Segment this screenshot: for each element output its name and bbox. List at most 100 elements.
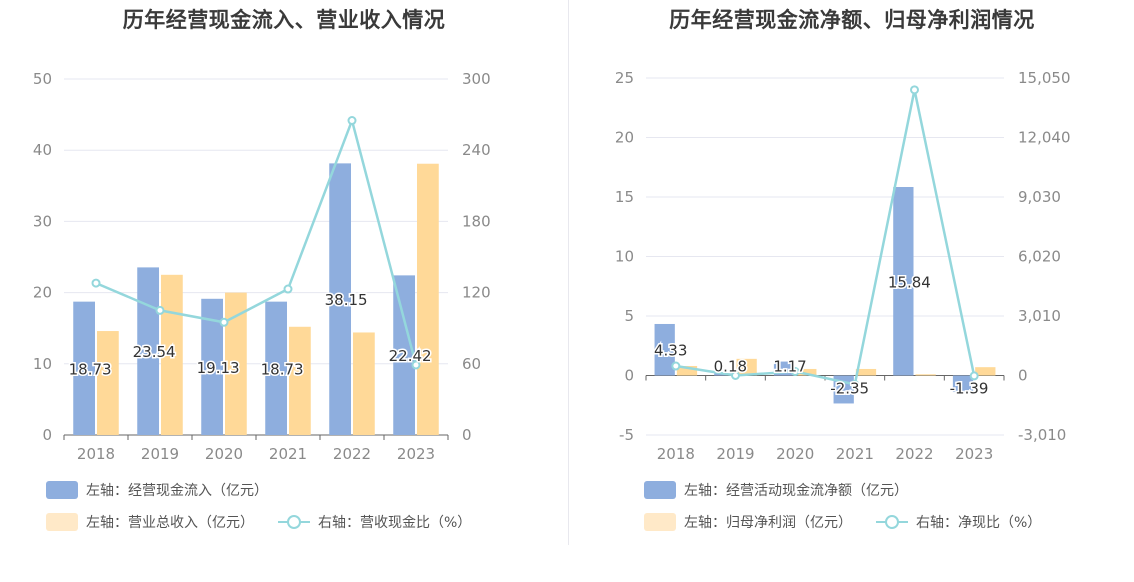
bar-series-a (329, 163, 351, 435)
legend-swatch (46, 513, 78, 531)
bar-series-b (736, 358, 757, 376)
line-series (675, 89, 976, 386)
line-point (969, 371, 979, 381)
bar-series-b (975, 367, 996, 376)
x-tick-label: 2019 (141, 445, 179, 463)
bar-series-b (289, 326, 311, 435)
legend-item-net-cashflow[interactable]: 左轴：经营活动现金流净额（亿元） (644, 480, 908, 500)
bar-series-a (137, 267, 159, 435)
chart-svg: -5 0 5 10 15 20 25 -3,010 0 3,010 6,020 9,030 12,040… (615, 69, 1071, 463)
y-tick-label-left: 50 (33, 70, 52, 88)
line-point (219, 317, 229, 327)
y-tick-label-left: 10 (33, 355, 52, 373)
y-tick-label-left: 40 (33, 141, 52, 159)
y-tick-label-left: 25 (615, 69, 634, 87)
chart-title: 历年经营现金流净额、归母净利润情况 (669, 8, 1035, 32)
legend-item-net-cash-ratio[interactable]: 右轴：净现比（%） (876, 512, 1041, 532)
bar-series-a (893, 187, 914, 376)
x-tick-label: 2022 (895, 445, 933, 463)
y-tick-label-right: 9,030 (1018, 188, 1061, 206)
line-point (347, 116, 357, 126)
y-tick-label-left: 30 (33, 212, 52, 230)
y-tick-label-right: 0 (462, 426, 472, 444)
bar-series-a (73, 301, 95, 435)
line-point (671, 361, 681, 371)
y-tick-label-right: 300 (462, 70, 491, 88)
bar-series-a (201, 298, 223, 435)
x-tick-label: 2023 (955, 445, 993, 463)
legend-row-1: 左轴：经营活动现金流净额（亿元） (644, 480, 932, 500)
data-label: 22.42 (389, 347, 432, 365)
y-tick-label-right: 120 (462, 284, 491, 302)
x-tick-label: 2020 (776, 445, 814, 463)
y-tick-label-right: 12,040 (1018, 129, 1071, 147)
x-tick-label: 2018 (657, 445, 695, 463)
x-tick-label: 2021 (269, 445, 307, 463)
legend-label: 左轴：经营活动现金流净额（亿元） (684, 483, 908, 499)
data-label: 15.84 (888, 273, 931, 291)
x-tick-label: 2023 (397, 445, 435, 463)
line-point (155, 305, 165, 315)
y-tick-label-right: 6,020 (1018, 248, 1061, 266)
legend-label: 左轴：归母净利润（亿元） (684, 515, 852, 531)
chart-title: 历年经营现金流入、营业收入情况 (122, 8, 446, 32)
x-tick-label: 2018 (77, 445, 115, 463)
data-label: 18.73 (69, 360, 112, 378)
bar-series-b (97, 331, 119, 435)
data-label: 4.33 (654, 342, 687, 360)
line-point (283, 284, 293, 294)
legend-line-swatch (278, 513, 310, 531)
line-point (411, 360, 421, 370)
y-tick-label-right: 3,010 (1018, 307, 1061, 325)
legend-label: 右轴：净现比（%） (916, 515, 1042, 531)
line-point (91, 278, 101, 288)
line-point (850, 379, 860, 389)
bar-series-a (393, 275, 415, 435)
bar-series-b (796, 368, 817, 376)
y-tick-label-right: -3,010 (1018, 426, 1066, 444)
y-tick-label-left: 0 (624, 367, 634, 385)
legend-label: 右轴：营收现金比（%） (318, 515, 472, 531)
data-label: -2.35 (830, 380, 869, 398)
legend-swatch (46, 481, 78, 499)
bar-series-b (915, 374, 936, 376)
y-tick-label-left: 20 (33, 284, 52, 302)
data-label: 1.17 (773, 358, 806, 376)
y-tick-label-left: 15 (615, 188, 634, 206)
legend-item-revenue[interactable]: 左轴：营业总收入（亿元） (46, 512, 254, 532)
line-point (731, 371, 740, 380)
y-tick-label-right: 15,050 (1018, 69, 1071, 87)
chart-svg: 0 10 20 30 40 50 0 60 120 180 240 300 2018 2019 2020 20… (33, 70, 491, 463)
data-label: 0.18 (714, 358, 747, 376)
legend-item-cash-ratio[interactable]: 右轴：营收现金比（%） (278, 512, 471, 532)
data-label: 38.15 (325, 291, 368, 309)
bar-series-a (265, 301, 287, 435)
x-tick-label: 2022 (333, 445, 371, 463)
legend-swatch (644, 513, 676, 531)
line-point (910, 85, 919, 95)
data-label: 23.54 (133, 343, 176, 361)
y-tick-label-right: 60 (462, 355, 481, 373)
bar-series-b (676, 365, 698, 376)
y-tick-label-left: -5 (619, 426, 634, 444)
legend-row-2: 左轴：归母净利润（亿元） 右轴：净现比（%） (644, 512, 1065, 532)
legend-line-swatch (876, 513, 908, 531)
y-tick-label-right: 240 (462, 141, 491, 159)
chart-panel-cash-inflow: 历年经营现金流入、营业收入情况 0 10 20 30 40 50 0 60 120 180 240 3… (33, 8, 495, 532)
y-tick-label-right: 180 (462, 212, 491, 230)
y-tick-label-left: 10 (615, 248, 634, 266)
legend-item-net-profit[interactable]: 左轴：归母净利润（亿元） (644, 512, 852, 532)
data-label: 19.13 (197, 359, 240, 377)
legend-row-2: 左轴：营业总收入（亿元） 右轴：营收现金比（%） (46, 512, 495, 532)
y-tick-label-left: 5 (624, 307, 634, 325)
panel-divider (568, 0, 569, 545)
bar-series-b (855, 368, 877, 376)
y-tick-label-left: 20 (615, 129, 634, 147)
legend-label: 左轴：经营现金流入（亿元） (86, 483, 268, 499)
y-tick-label-left: 0 (42, 426, 52, 444)
bar-series-a (952, 375, 974, 393)
legend-item-cash-inflow[interactable]: 左轴：经营现金流入（亿元） (46, 480, 268, 500)
legend-swatch (644, 481, 676, 499)
legend-label: 左轴：营业总收入（亿元） (86, 515, 254, 531)
y-tick-label-right: 0 (1018, 367, 1028, 385)
